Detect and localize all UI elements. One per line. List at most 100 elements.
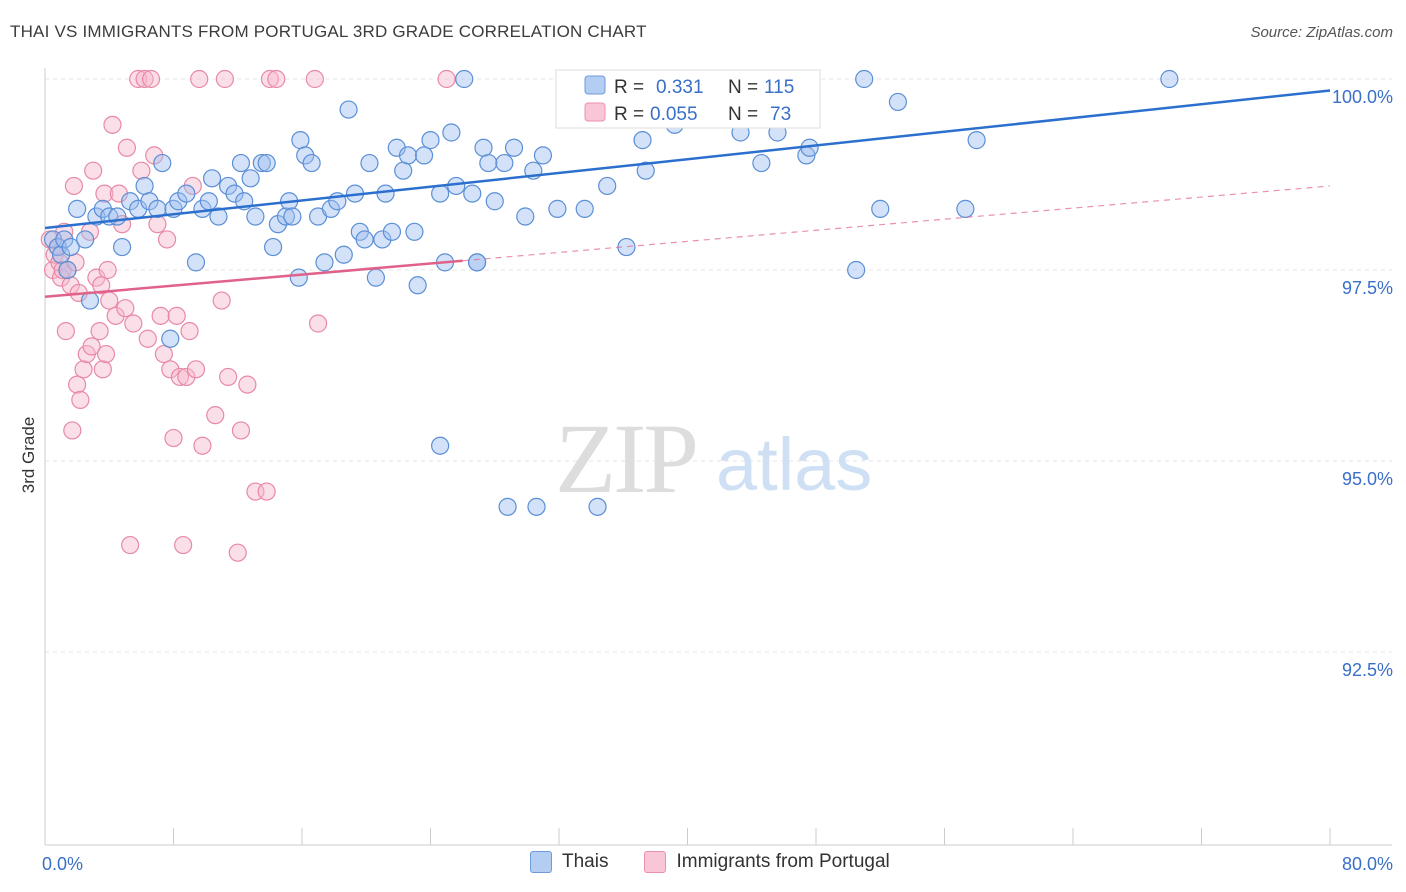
data-point [68,375,87,394]
data-point [215,69,234,89]
data-point [263,237,283,257]
trend-line-thais [44,89,1331,230]
data-point [100,291,119,310]
data-point [170,367,190,387]
data-point [212,291,231,310]
data-point [414,146,434,165]
data-point [408,276,427,295]
legend-r-label-thais: R = [614,77,644,98]
data-point [967,131,986,150]
data-point [373,230,392,249]
data-point [633,131,652,150]
data-point [108,207,127,226]
data-point [93,199,112,218]
series-thais-points [43,69,1179,516]
data-point [752,153,771,173]
legend-n-label-portugal: N = [728,104,758,125]
legend-r-value-portugal: 0.055 [650,104,698,125]
data-point [121,535,140,555]
data-point [956,199,975,218]
data-point [516,207,535,226]
data-point [193,199,212,218]
data-point [315,253,334,272]
legend-swatch-thais-bottom [530,851,552,873]
data-point [167,306,186,325]
data-point [129,69,148,89]
y-axis-label: 3rd Grade [19,417,38,494]
data-point [421,131,440,150]
data-point [116,299,135,318]
data-point [276,207,296,226]
data-point [186,360,206,379]
data-point [431,436,450,455]
data-point [291,131,310,150]
data-point [177,367,196,387]
data-point [355,230,374,249]
data-point [106,306,125,325]
axes [44,68,1392,846]
data-point [321,199,341,218]
data-point [219,367,238,387]
data-point [135,69,154,89]
data-point [90,322,109,341]
data-point [58,260,77,280]
legend-item-portugal[interactable]: Immigrants from Portugal [644,851,890,873]
data-point [305,69,324,89]
data-point [376,184,395,203]
data-point [888,92,908,112]
data-point [231,421,251,440]
data-point [206,406,225,425]
data-point [225,184,244,203]
legend-n-value-portugal: 73 [770,104,791,125]
data-point [575,199,594,218]
watermark: ZIP atlas [555,403,872,514]
data-point [68,199,87,218]
data-point [382,222,402,241]
data-point [76,230,95,249]
data-point [61,237,80,257]
data-point [598,176,617,196]
data-point [202,169,222,188]
data-point [132,161,151,180]
legend-swatch-thais [584,75,606,95]
data-point [51,268,71,287]
trend-line-portugal [44,259,463,298]
data-point [92,276,111,295]
trend-lines [44,89,1331,298]
data-point [366,268,385,287]
data-point [157,230,177,249]
data-point [231,153,251,173]
data-point [498,497,517,516]
legend-box: R = 0.331 N = 115 R = 0.055 N = 73 [555,69,821,129]
data-point [55,230,74,249]
data-point [260,69,279,89]
data-point [199,192,218,211]
data-point [296,146,315,165]
data-point [177,184,196,203]
data-point [474,138,493,157]
data-point [186,253,206,272]
data-point [95,184,114,203]
data-point [847,260,866,280]
data-point [442,123,461,142]
y-tick-label: 97.5% [1342,278,1393,298]
data-point [82,337,101,356]
data-point [533,146,553,165]
data-point [504,138,524,157]
y-tick-label: 92.5% [1342,660,1393,680]
data-point [548,199,567,218]
x-tick-label: 0.0% [42,854,83,874]
data-point [183,176,202,196]
data-point [437,69,456,89]
data-point [161,329,180,348]
legend-n-label-thais: N = [728,77,758,98]
data-point [334,245,353,264]
data-point [257,153,276,173]
data-point [855,69,874,89]
data-point [63,421,82,440]
y-tick-label: 100.0% [1332,87,1393,107]
data-point [209,207,228,226]
data-point [495,153,514,173]
legend-item-thais[interactable]: Thais [530,851,608,873]
